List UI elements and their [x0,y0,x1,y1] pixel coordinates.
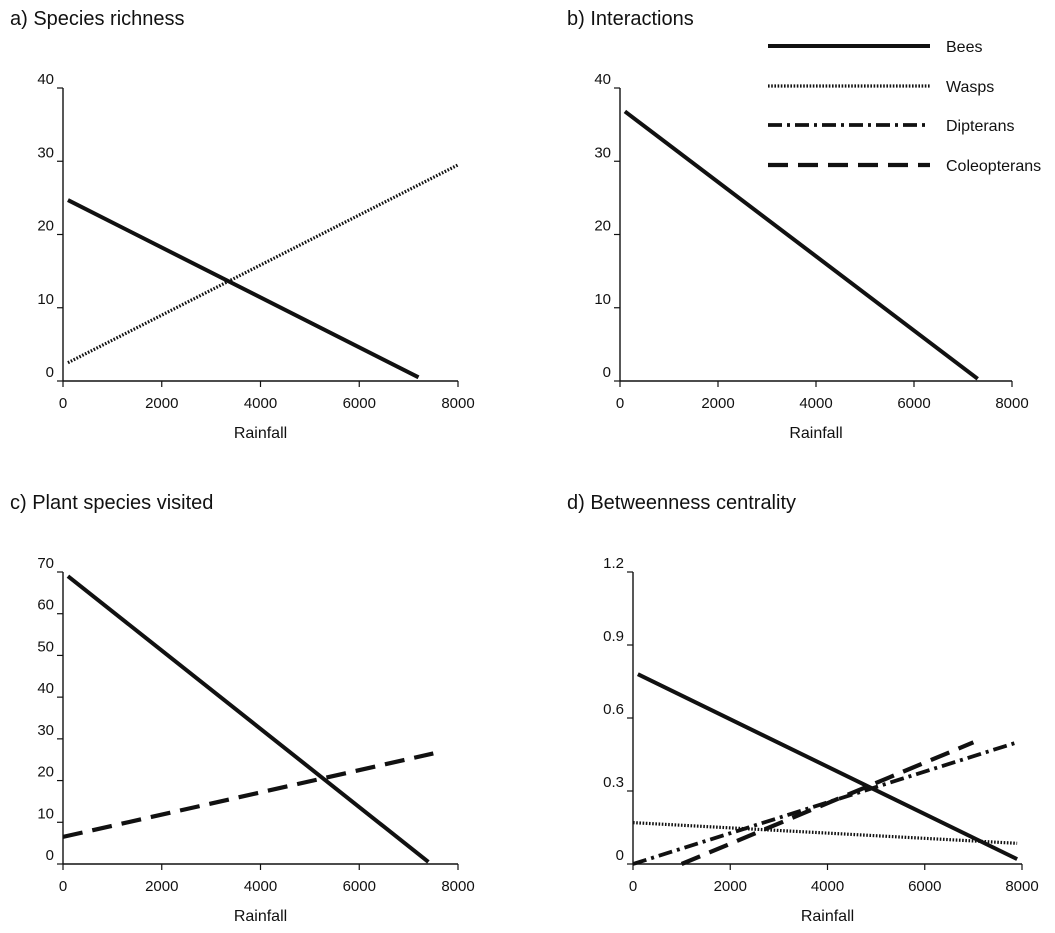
panel-a-x-tick-label: 2000 [145,395,178,412]
panel-b-x-tick-label: 8000 [995,395,1028,412]
panel-c-x-tick-label: 8000 [441,878,474,895]
panel-b-title: b) Interactions [567,8,694,30]
legend-label-dipterans: Dipterans [946,118,1014,135]
panel-d-y-tick-label: 0 [616,847,624,864]
panel-a-x-tick-label: 6000 [343,395,376,412]
panel-b-x-tick-label: 2000 [701,395,734,412]
panel-c-x-axis-label: Rainfall [234,908,287,925]
panel-a-title: a) Species richness [10,8,185,30]
legend-label-coleopterans: Coleopterans [946,158,1041,175]
panel-b-y-tick-label: 40 [594,71,611,88]
panel-d-y-tick-label: 0.6 [603,701,624,718]
panel-a-y-tick-label: 0 [46,364,54,381]
panel-a-series-bees [67,198,420,380]
panel-a-y-tick-label: 10 [37,291,54,308]
panel-c-y-tick-label: 50 [37,638,54,655]
panel-b-x-tick-label: 0 [616,395,624,412]
panel-a-y-tick-label: 20 [37,218,54,235]
panel-b-series-bees [623,109,979,381]
panel-b-x-tick-label: 4000 [799,395,832,412]
panel-b-y-tick-label: 10 [594,291,611,308]
panel-b-y-tick-label: 30 [594,144,611,161]
panel-c-title: c) Plant species visited [10,492,214,514]
panel-b-y-tick-label: 20 [594,218,611,235]
panel-d-title: d) Betweenness centrality [567,492,797,514]
panel-c-y-tick-label: 60 [37,597,54,614]
panel-d-series-bees [636,672,1019,861]
panel-d-x-tick-label: 0 [629,878,637,895]
panel-a-x-axis-label: Rainfall [234,425,287,442]
panel-a-x-tick-label: 8000 [441,395,474,412]
panel-a-y-tick-label: 30 [37,144,54,161]
panel-c-y-tick-label: 20 [37,764,54,781]
panel-c-y-tick-label: 10 [37,805,54,822]
panel-a-x-tick-label: 4000 [244,395,277,412]
panel-a-y-tick-label: 40 [37,71,54,88]
panel-c-x-tick-label: 0 [59,878,67,895]
panel-d-x-tick-label: 2000 [714,878,747,895]
panel-b-x-tick-label: 6000 [897,395,930,412]
panel-c-x-tick-label: 6000 [343,878,376,895]
panel-d-y-tick-label: 0.3 [603,774,624,791]
panel-d-x-tick-label: 8000 [1005,878,1038,895]
panel-b-y-tick-label: 0 [603,364,611,381]
panel-b-x-axis-label: Rainfall [789,425,842,442]
panel-d-series-coleopterans [680,740,975,866]
panel-d-y-tick-label: 1.2 [603,555,624,572]
panel-c-y-tick-label: 40 [37,680,54,697]
panel-a-x-tick-label: 0 [59,395,67,412]
legend-label-wasps: Wasps [946,79,994,96]
panel-c-y-tick-label: 30 [37,722,54,739]
panel-d-x-tick-label: 6000 [908,878,941,895]
legend-label-bees: Bees [946,39,982,56]
panel-d-y-tick-label: 0.9 [603,628,624,645]
panel-c-series-coleopterans [62,751,434,839]
panel-c-x-tick-label: 4000 [244,878,277,895]
panel-d-series-wasps [632,821,1018,845]
panel-c-x-tick-label: 2000 [145,878,178,895]
panel-d-x-tick-label: 4000 [811,878,844,895]
panel-d-x-axis-label: Rainfall [801,908,854,925]
panel-c-y-tick-label: 0 [46,847,54,864]
panel-c-y-tick-label: 70 [37,555,54,572]
panel-a-series-wasps [67,163,459,365]
panel-c-series-bees [66,574,430,864]
